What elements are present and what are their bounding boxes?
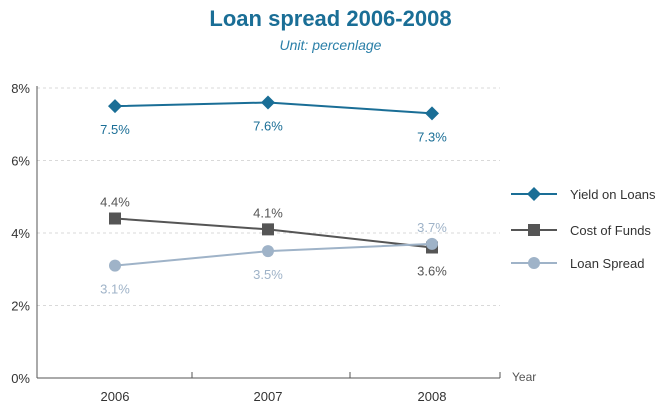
data-point-circle — [262, 245, 274, 258]
y-tick-label: 8% — [11, 81, 30, 96]
data-label: 3.7% — [417, 220, 447, 235]
data-label: 3.1% — [100, 282, 130, 297]
y-axis-ticks: 0% 2% 4% 6% 8% — [11, 81, 30, 386]
y-tick-label: 4% — [11, 226, 30, 241]
y-tick-label: 6% — [11, 154, 30, 169]
legend-label: Yield on Loans — [570, 187, 656, 202]
x-tick-label: 2008 — [418, 389, 447, 404]
x-tick-label: 2006 — [101, 389, 130, 404]
chart-subtitle: Unit: percenlage — [279, 37, 382, 53]
series-cost-of-funds: 4.4% 4.1% 3.6% — [100, 195, 447, 279]
series-line — [114, 101, 433, 115]
data-point-square — [262, 223, 274, 236]
legend-item: Loan Spread — [511, 256, 644, 271]
x-axis-ticks: 2006 2007 2008 — [101, 389, 447, 404]
legend-item: Yield on Loans — [511, 187, 656, 202]
legend: Yield on Loans Cost of Funds Loan Spread — [511, 187, 656, 271]
gridlines — [37, 87, 500, 306]
data-label: 3.5% — [253, 267, 283, 282]
legend-item: Cost of Funds — [511, 223, 651, 238]
data-label: 3.6% — [417, 264, 447, 279]
x-axis-title: Year — [512, 370, 536, 384]
data-label: 7.3% — [417, 129, 447, 144]
data-point-diamond — [261, 95, 275, 110]
data-label: 4.1% — [253, 205, 283, 220]
legend-marker — [528, 224, 540, 236]
data-point-circle — [426, 237, 438, 250]
data-label: 4.4% — [100, 195, 130, 210]
y-tick-label: 0% — [11, 371, 30, 386]
axes — [36, 86, 501, 379]
legend-label: Loan Spread — [570, 256, 644, 271]
series-group: 7.5% 7.6% 7.3% 4.4% 4.1% 3.6% 3.1% 3.5% 3.7% — [100, 95, 447, 297]
series-loan-spread: 3.1% 3.5% 3.7% — [100, 220, 447, 297]
chart-title: Loan spread 2006-2008 — [209, 6, 452, 31]
data-point-diamond — [425, 106, 439, 121]
legend-marker — [527, 187, 541, 201]
data-point-diamond — [108, 99, 122, 114]
data-label: 7.6% — [253, 119, 283, 134]
legend-marker — [528, 257, 540, 269]
data-point-circle — [109, 259, 121, 272]
y-tick-label: 2% — [11, 299, 30, 314]
legend-label: Cost of Funds — [570, 223, 651, 238]
series-yield-on-loans: 7.5% 7.6% 7.3% — [100, 95, 447, 144]
series-line — [114, 242, 433, 267]
data-point-square — [109, 212, 121, 225]
data-label: 7.5% — [100, 122, 130, 137]
x-tick-label: 2007 — [254, 389, 283, 404]
